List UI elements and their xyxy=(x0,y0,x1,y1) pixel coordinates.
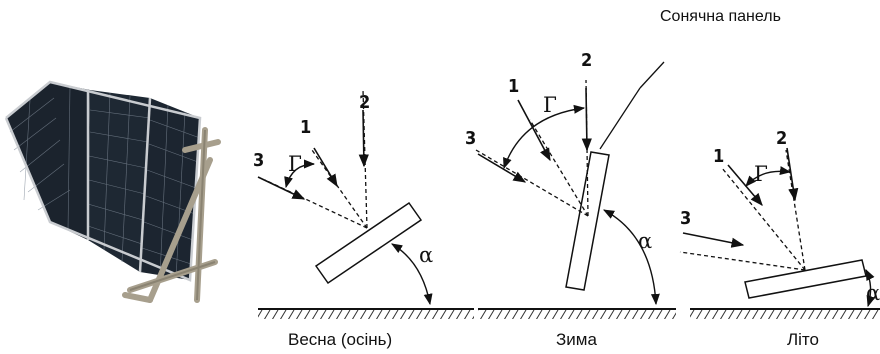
alpha-label: α xyxy=(419,243,433,267)
ray-label-1: 1 xyxy=(508,76,519,97)
alpha-arc xyxy=(865,268,876,308)
ray-1 xyxy=(727,164,763,206)
alpha-label: α xyxy=(638,229,652,253)
ray-2 xyxy=(786,147,799,202)
gamma-arc xyxy=(745,166,792,187)
ray-label-2: 2 xyxy=(776,128,787,149)
ray-label-1: 1 xyxy=(713,146,724,167)
gamma-label: Г xyxy=(288,152,302,176)
ray-2 xyxy=(358,109,369,168)
scene-winter: 3 1 2 Г α xyxy=(465,50,676,319)
ground-hatch xyxy=(478,310,676,319)
ray-3 xyxy=(682,232,745,248)
solar-panel xyxy=(565,151,610,291)
ray-3 xyxy=(477,153,527,183)
solar-panel-photo xyxy=(4,80,221,303)
gamma-arc xyxy=(284,159,316,189)
ray-2 xyxy=(581,87,592,152)
ray-label-3: 3 xyxy=(253,150,264,171)
caption-winter: Зима xyxy=(556,330,597,349)
scene-spring-autumn: 3 1 2 Г α xyxy=(253,89,474,319)
alpha-arc xyxy=(391,243,433,306)
ray-label-3: 3 xyxy=(465,128,476,149)
alpha-label: α xyxy=(866,281,880,305)
gamma-arc xyxy=(503,104,586,170)
gamma-label: Г xyxy=(754,162,768,186)
scene-summer: 3 1 2 Г α xyxy=(679,128,880,319)
alpha-arc xyxy=(603,209,660,306)
ray-label-3: 3 xyxy=(680,208,691,229)
ray-label-2: 2 xyxy=(581,50,592,71)
solar-panel-title: Сонячна панель xyxy=(660,8,781,25)
caption-summer: Літо xyxy=(787,330,819,349)
ray-label-1: 1 xyxy=(300,117,311,138)
caption-spring-autumn: Весна (осінь) xyxy=(288,330,393,349)
ray-1 xyxy=(313,147,338,188)
ray-3 xyxy=(257,176,306,200)
solar-panel xyxy=(314,201,423,285)
ground-hatch xyxy=(690,310,880,319)
solar-panel xyxy=(744,259,867,299)
ground-hatch xyxy=(258,310,474,319)
gamma-label: Г xyxy=(543,93,557,117)
ray-label-2: 2 xyxy=(359,92,370,113)
pointer-line xyxy=(599,87,641,150)
